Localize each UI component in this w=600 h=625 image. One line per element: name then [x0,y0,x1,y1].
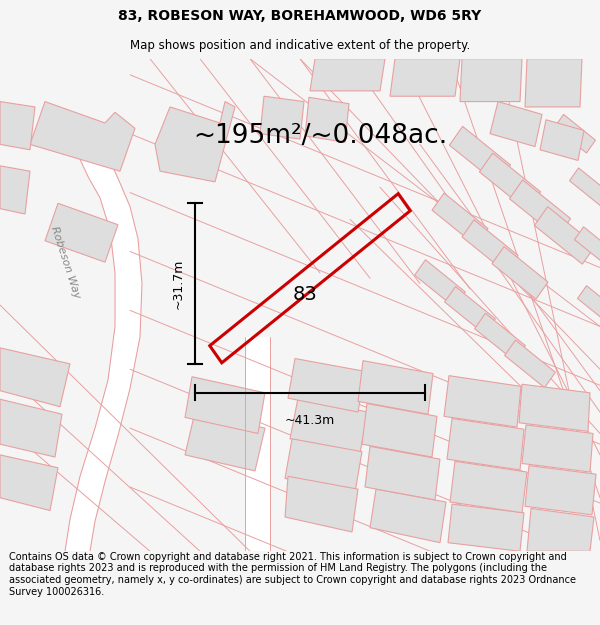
Polygon shape [490,102,542,146]
Polygon shape [285,476,358,532]
Polygon shape [449,126,511,184]
Polygon shape [479,153,541,211]
Polygon shape [285,439,362,493]
Polygon shape [245,337,270,551]
Polygon shape [390,59,460,96]
Polygon shape [365,446,440,500]
Polygon shape [444,376,521,427]
Polygon shape [45,203,118,262]
Polygon shape [462,220,518,272]
Text: 83: 83 [293,285,317,304]
Polygon shape [540,120,584,161]
Text: 83, ROBESON WAY, BOREHAMWOOD, WD6 5RY: 83, ROBESON WAY, BOREHAMWOOD, WD6 5RY [118,9,482,24]
Polygon shape [0,455,58,511]
Polygon shape [362,404,437,457]
Polygon shape [450,461,527,512]
Polygon shape [0,102,35,150]
Polygon shape [575,227,600,266]
Polygon shape [155,102,235,182]
Polygon shape [569,168,600,206]
Polygon shape [260,96,304,139]
Polygon shape [185,412,265,471]
Polygon shape [185,377,265,434]
Polygon shape [448,504,524,551]
Polygon shape [460,59,522,102]
Polygon shape [525,466,596,515]
Text: ~31.7m: ~31.7m [172,258,185,309]
Polygon shape [505,340,556,388]
Polygon shape [578,286,600,324]
Text: Robeson Way: Robeson Way [49,225,82,299]
Polygon shape [310,59,385,91]
Polygon shape [509,180,571,238]
Polygon shape [290,398,368,452]
Polygon shape [475,313,526,361]
Polygon shape [492,247,548,299]
Polygon shape [415,260,466,308]
Polygon shape [519,384,590,431]
Polygon shape [288,359,365,412]
Polygon shape [0,166,30,214]
Polygon shape [0,399,62,457]
Text: ~41.3m: ~41.3m [285,414,335,428]
Polygon shape [30,102,135,171]
Polygon shape [535,207,596,264]
Polygon shape [525,59,582,107]
Text: ~195m²/~0.048ac.: ~195m²/~0.048ac. [193,123,447,149]
Polygon shape [358,361,433,414]
Polygon shape [554,114,595,153]
Polygon shape [305,98,349,142]
Polygon shape [0,348,70,407]
Polygon shape [432,193,488,246]
Polygon shape [445,286,496,334]
Polygon shape [527,508,594,551]
Text: Map shows position and indicative extent of the property.: Map shows position and indicative extent… [130,39,470,52]
Text: Contains OS data © Crown copyright and database right 2021. This information is : Contains OS data © Crown copyright and d… [9,552,576,597]
Polygon shape [370,489,446,542]
Polygon shape [522,425,593,472]
Polygon shape [65,155,142,551]
Polygon shape [447,419,524,470]
